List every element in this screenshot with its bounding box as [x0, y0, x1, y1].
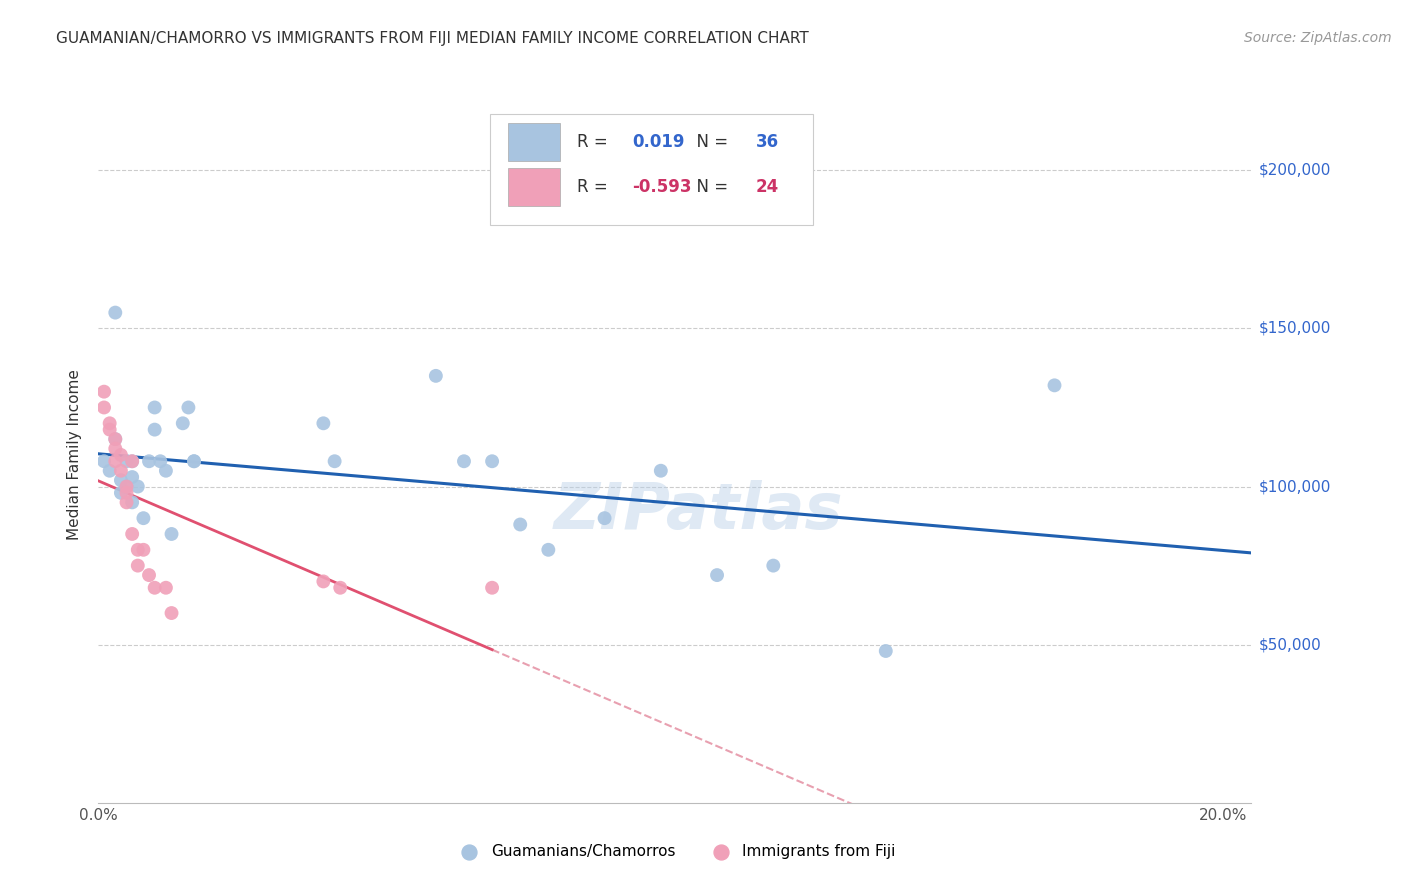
Point [509, 517, 531, 532]
Point [115, 479, 138, 493]
Point [93, 454, 115, 468]
Point [143, 581, 166, 595]
Point [155, 581, 177, 595]
Point [98, 417, 121, 431]
Point [172, 417, 194, 431]
Point [104, 442, 127, 456]
Point [138, 454, 160, 468]
Bar [508, 123, 560, 161]
Point [121, 470, 143, 484]
Point [160, 527, 183, 541]
Point [481, 581, 503, 595]
Text: $100,000: $100,000 [1258, 479, 1330, 494]
Point [312, 417, 335, 431]
Y-axis label: Median Family Income: Median Family Income [67, 369, 83, 541]
Text: Source: ZipAtlas.com: Source: ZipAtlas.com [1244, 31, 1392, 45]
Point [110, 464, 132, 478]
Point [93, 384, 115, 399]
Point [323, 454, 346, 468]
Point [875, 644, 897, 658]
Text: R =: R = [576, 133, 613, 151]
Point [110, 448, 132, 462]
Point [127, 479, 149, 493]
Text: -0.593: -0.593 [633, 178, 692, 196]
Point [115, 495, 138, 509]
Point [121, 495, 143, 509]
Text: $50,000: $50,000 [1258, 637, 1322, 652]
Point [132, 542, 155, 557]
Point [110, 473, 132, 487]
Point [132, 511, 155, 525]
Point [93, 401, 115, 415]
Point [127, 558, 149, 573]
Point [138, 568, 160, 582]
Point [121, 527, 143, 541]
Point [537, 542, 560, 557]
Point [1043, 378, 1066, 392]
Text: 36: 36 [755, 133, 779, 151]
Point [593, 511, 616, 525]
Point [481, 454, 503, 468]
Point [104, 432, 127, 446]
Point [115, 454, 138, 468]
Point [104, 454, 127, 468]
Text: 24: 24 [755, 178, 779, 196]
Bar [508, 168, 560, 206]
Point [115, 479, 138, 493]
Point [155, 464, 177, 478]
Point [104, 305, 127, 319]
Text: $150,000: $150,000 [1258, 321, 1330, 336]
Point [143, 401, 166, 415]
Point [115, 486, 138, 500]
Point [98, 464, 121, 478]
Point [762, 558, 785, 573]
Text: R =: R = [576, 178, 613, 196]
Point [177, 401, 200, 415]
Text: ZIPatlas: ZIPatlas [553, 480, 842, 541]
Point [706, 568, 728, 582]
Point [329, 581, 352, 595]
Point [160, 606, 183, 620]
Text: N =: N = [686, 178, 734, 196]
Point [650, 464, 672, 478]
Text: 0.019: 0.019 [633, 133, 685, 151]
Point [121, 454, 143, 468]
Legend: Guamanians/Chamorros, Immigrants from Fiji: Guamanians/Chamorros, Immigrants from Fi… [449, 838, 901, 864]
Point [104, 432, 127, 446]
Point [110, 486, 132, 500]
Point [127, 542, 149, 557]
Point [98, 423, 121, 437]
Text: N =: N = [686, 133, 734, 151]
Point [121, 454, 143, 468]
Point [143, 423, 166, 437]
Point [425, 368, 447, 383]
Point [453, 454, 475, 468]
Point [312, 574, 335, 589]
Text: GUAMANIAN/CHAMORRO VS IMMIGRANTS FROM FIJI MEDIAN FAMILY INCOME CORRELATION CHAR: GUAMANIAN/CHAMORRO VS IMMIGRANTS FROM FI… [56, 31, 808, 46]
Point [183, 454, 205, 468]
Point [183, 454, 205, 468]
Bar [491, 114, 813, 226]
Point [149, 454, 172, 468]
Text: $200,000: $200,000 [1258, 163, 1330, 178]
